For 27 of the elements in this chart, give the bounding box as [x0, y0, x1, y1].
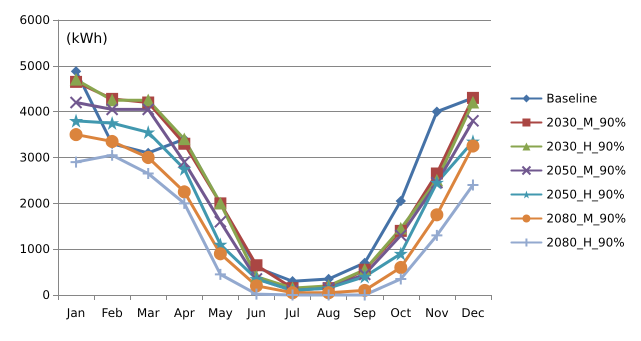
x-tick-label: Jan [66, 306, 86, 320]
legend-label: Baseline [546, 92, 598, 106]
x-tick-label: May [208, 306, 233, 320]
x-tick-label: Aug [316, 306, 340, 320]
y-tick-label: 2000 [19, 196, 50, 210]
y-axis-title: (kWh) [66, 31, 108, 47]
x-tick-label: Mar [136, 306, 160, 320]
x-tick-label: Nov [425, 306, 449, 320]
x-tick-label: Dec [461, 306, 485, 320]
y-tick-label: 5000 [19, 58, 50, 73]
legend-label: 2030_M_90% [546, 116, 626, 130]
y-tick-label: 3000 [19, 150, 50, 164]
legend-label: 2050_M_90% [546, 164, 626, 178]
legend-label: 2050_H_90% [546, 188, 625, 202]
y-tick-label: 4000 [19, 104, 50, 119]
x-tick-label: Apr [174, 306, 195, 320]
x-tick-label: Oct [390, 306, 412, 320]
x-tick-label: Feb [102, 306, 123, 320]
y-tick-label: 0 [42, 288, 50, 302]
y-tick-label: 6000 [19, 13, 50, 27]
legend-label: 2080_M_90% [546, 212, 626, 226]
x-tick-label: Jun [246, 306, 266, 320]
x-tick-label: Sep [353, 306, 376, 320]
legend-label: 2030_H_90% [546, 140, 625, 154]
y-tick-label: 1000 [19, 242, 50, 256]
x-tick-label: Jul [284, 306, 300, 320]
legend-label: 2080_H_90% [546, 236, 625, 250]
